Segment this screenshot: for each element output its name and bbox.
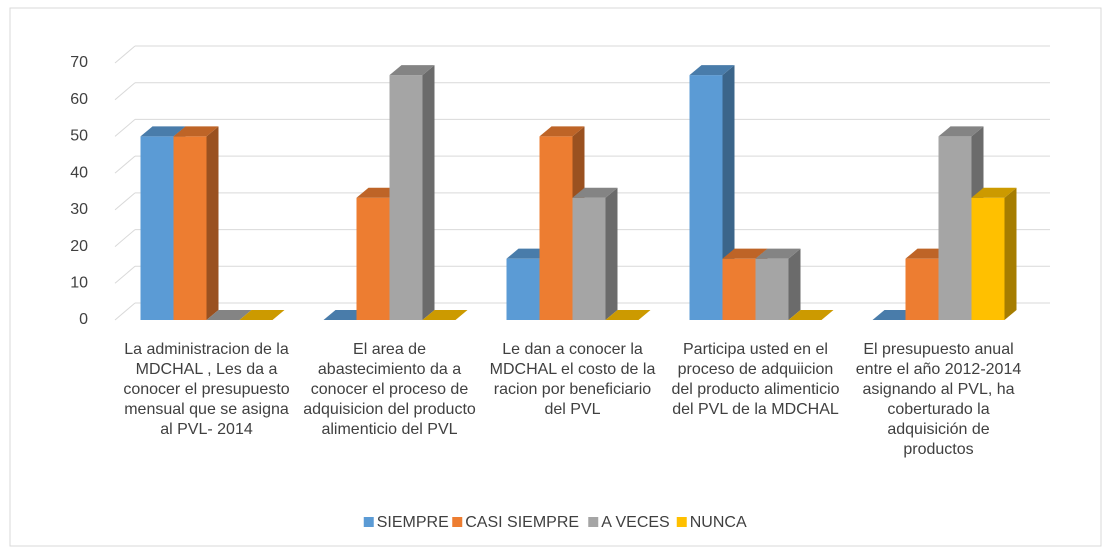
grid-line-side xyxy=(114,265,136,284)
bar-top xyxy=(788,310,834,320)
y-tick-label: 50 xyxy=(70,128,88,145)
bar-top xyxy=(755,248,801,259)
bar-top xyxy=(689,65,735,76)
legend-label: SIEMPRE xyxy=(377,514,449,531)
y-tick-label: 0 xyxy=(79,311,88,328)
bar-front xyxy=(506,258,540,320)
x-tick-label: Le dan a conocer la MDCHAL el costo de l… xyxy=(489,341,656,418)
bar-front xyxy=(173,136,207,320)
legend-label: CASI SIEMPRE xyxy=(465,514,579,531)
bar-front xyxy=(389,75,423,320)
bar-top xyxy=(239,310,285,320)
bar-top xyxy=(422,310,468,320)
bar-top xyxy=(206,310,252,320)
bar-front xyxy=(689,75,723,320)
bar-front xyxy=(572,197,606,320)
bar-side xyxy=(1004,187,1017,320)
bar-top xyxy=(722,248,768,259)
y-tick-label: 40 xyxy=(70,164,88,181)
bar-front xyxy=(140,136,174,320)
legend-swatch xyxy=(363,517,374,527)
y-tick-label: 60 xyxy=(70,91,88,108)
y-tick-label: 70 xyxy=(70,54,88,71)
bar-front xyxy=(722,258,756,320)
y-tick-label: 10 xyxy=(70,275,88,292)
grid-line-side xyxy=(114,302,136,321)
grid-line-side xyxy=(114,229,136,247)
grid-line-side xyxy=(114,155,136,174)
x-tick-label: La administracion de la MDCHAL , Les da … xyxy=(123,341,290,438)
bar-front xyxy=(971,197,1005,320)
x-tick-label: El area de abastecimiento da a conocer e… xyxy=(303,341,476,438)
x-tick-label: Participa usted en el proceso de adquiic… xyxy=(671,341,840,418)
bar-top xyxy=(572,187,618,198)
legend-swatch xyxy=(588,517,599,527)
bar-front xyxy=(356,197,390,320)
grid-line-side xyxy=(114,119,136,137)
bar-top xyxy=(539,126,585,137)
grid-line-side xyxy=(114,192,136,211)
bar-top xyxy=(173,126,219,137)
legend-label: A VECES xyxy=(601,514,669,531)
bar-front xyxy=(539,136,573,320)
bar-side xyxy=(605,187,618,320)
bar-top xyxy=(140,126,186,137)
grid-line-side xyxy=(114,82,136,101)
bar-top xyxy=(938,126,984,137)
bar-front xyxy=(938,136,972,320)
legend-label: NUNCA xyxy=(690,514,747,531)
bar-top xyxy=(389,65,435,76)
legend-swatch xyxy=(676,517,687,527)
grid-line-side xyxy=(114,45,136,64)
bar-top xyxy=(971,187,1017,198)
bar-front xyxy=(905,258,939,320)
bar-side xyxy=(422,65,435,320)
x-tick-label: El presupuesto anual entre el año 2012-2… xyxy=(855,341,1022,458)
y-tick-label: 30 xyxy=(70,201,88,218)
bar-top xyxy=(605,310,651,320)
legend-swatch xyxy=(452,517,463,527)
bar-front xyxy=(755,258,789,320)
bar-side xyxy=(788,248,801,320)
y-tick-label: 20 xyxy=(70,238,88,255)
bar-side xyxy=(206,126,219,320)
